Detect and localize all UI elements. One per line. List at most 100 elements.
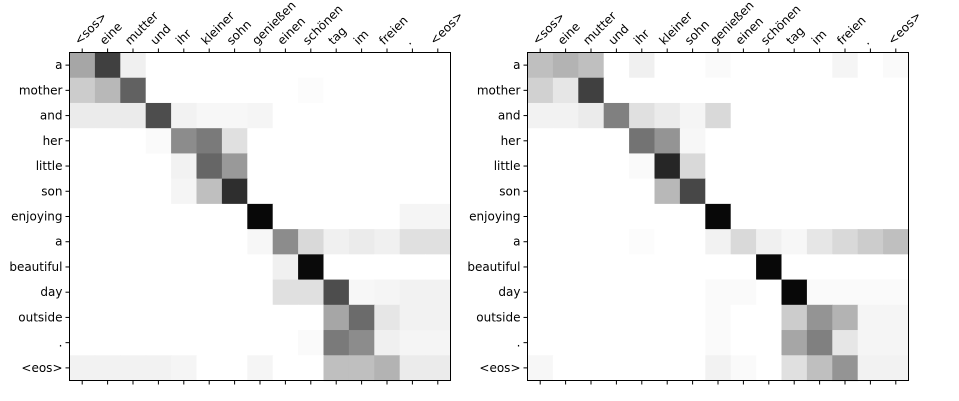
heatmap-cell xyxy=(527,279,554,306)
heatmap-cell xyxy=(806,229,833,255)
heatmap-cell xyxy=(196,229,223,255)
y-tick-label: outside xyxy=(18,310,62,324)
y-tick-label: outside xyxy=(476,310,520,324)
heatmap-cell xyxy=(679,128,706,155)
heatmap-cell xyxy=(145,355,172,382)
heatmap-cell xyxy=(527,203,554,230)
heatmap-cell xyxy=(374,355,401,382)
heatmap-cell xyxy=(552,330,579,356)
heatmap-cell xyxy=(171,229,198,255)
heatmap-cell xyxy=(145,128,172,155)
heatmap-cell xyxy=(298,77,325,104)
heatmap-cell xyxy=(578,52,605,79)
heatmap-cell xyxy=(425,330,452,356)
heatmap-cell xyxy=(832,128,859,155)
heatmap-cell xyxy=(69,128,96,155)
heatmap-cell xyxy=(171,178,198,205)
x-tick-label: ihr xyxy=(173,26,194,47)
heatmap-cell xyxy=(552,254,579,281)
heatmap-cell xyxy=(857,254,884,281)
heatmap-cell xyxy=(171,279,198,306)
heatmap-cell xyxy=(399,77,426,104)
heatmap-cell xyxy=(171,355,198,382)
heatmap-cell xyxy=(629,203,656,230)
heatmap-cell xyxy=(221,128,248,155)
heatmap-cell xyxy=(806,355,833,382)
heatmap-cell xyxy=(272,52,299,79)
heatmap-cell xyxy=(781,279,808,306)
heatmap-cell xyxy=(94,279,121,306)
heatmap-cell xyxy=(348,229,375,255)
heatmap-cell xyxy=(323,229,350,255)
heatmap-cell xyxy=(348,355,375,382)
heatmap-cell xyxy=(298,153,325,180)
heatmap-cell xyxy=(705,153,732,180)
heatmap-cell xyxy=(705,178,732,205)
heatmap-cell xyxy=(221,52,248,79)
heatmap-cell xyxy=(69,254,96,281)
heatmap-cell xyxy=(247,330,274,356)
heatmap-cell xyxy=(272,355,299,382)
heatmap-cell xyxy=(781,153,808,180)
heatmap-cell xyxy=(578,254,605,281)
heatmap-cell xyxy=(94,330,121,356)
heatmap-cell xyxy=(832,254,859,281)
heatmap-cell xyxy=(629,77,656,104)
x-tick-label: <eos> xyxy=(885,9,924,48)
heatmap-cell xyxy=(399,229,426,255)
heatmap-cell xyxy=(94,102,121,129)
heatmap-cell xyxy=(756,77,783,104)
y-tick-label: her xyxy=(43,134,63,148)
heatmap-cell xyxy=(196,77,223,104)
heatmap-cell xyxy=(145,330,172,356)
heatmap-cell xyxy=(69,304,96,331)
y-tick-label: a xyxy=(513,58,520,72)
heatmap-cell xyxy=(781,52,808,79)
heatmap-cell xyxy=(247,304,274,331)
heatmap-cell xyxy=(883,52,910,79)
heatmap-cell xyxy=(374,52,401,79)
heatmap-cell xyxy=(603,330,630,356)
heatmap-cell xyxy=(806,330,833,356)
heatmap-cell xyxy=(272,153,299,180)
heatmap-cell xyxy=(425,203,452,230)
x-tick-label: . xyxy=(860,35,873,48)
heatmap-cell xyxy=(857,304,884,331)
heatmap-cell xyxy=(120,304,147,331)
y-tick-label: . xyxy=(59,336,63,350)
heatmap-cell xyxy=(705,128,732,155)
heatmap-cell xyxy=(679,279,706,306)
heatmap-cell xyxy=(756,304,783,331)
heatmap-cell xyxy=(578,304,605,331)
heatmap-cell xyxy=(705,229,732,255)
heatmap-cell xyxy=(527,77,554,104)
heatmap-cell xyxy=(247,178,274,205)
heatmap-cell xyxy=(196,128,223,155)
heatmap-cell xyxy=(806,153,833,180)
x-tick-label: im xyxy=(809,27,830,48)
heatmap-cell xyxy=(603,102,630,129)
y-tick-label: a xyxy=(55,58,62,72)
heatmap-cell xyxy=(832,178,859,205)
heatmap-cell xyxy=(629,279,656,306)
heatmap-cell xyxy=(730,102,757,129)
heatmap-cell xyxy=(120,229,147,255)
heatmap-cell xyxy=(756,153,783,180)
heatmap-cell xyxy=(781,77,808,104)
y-tick-label: . xyxy=(517,336,521,350)
heatmap-cell xyxy=(120,254,147,281)
heatmap-cell xyxy=(94,77,121,104)
heatmap-cell xyxy=(348,128,375,155)
heatmap-cell xyxy=(298,102,325,129)
heatmap-cell xyxy=(348,254,375,281)
heatmap-cell xyxy=(654,52,681,79)
heatmap-cell xyxy=(832,77,859,104)
heatmap-cell xyxy=(578,330,605,356)
heatmap-cell xyxy=(552,102,579,129)
heatmap-cell xyxy=(603,203,630,230)
heatmap-cell xyxy=(756,254,783,281)
heatmap-cell xyxy=(323,77,350,104)
heatmap-cell xyxy=(654,178,681,205)
y-tick-label: <eos> xyxy=(21,361,62,375)
heatmap-cell xyxy=(654,77,681,104)
